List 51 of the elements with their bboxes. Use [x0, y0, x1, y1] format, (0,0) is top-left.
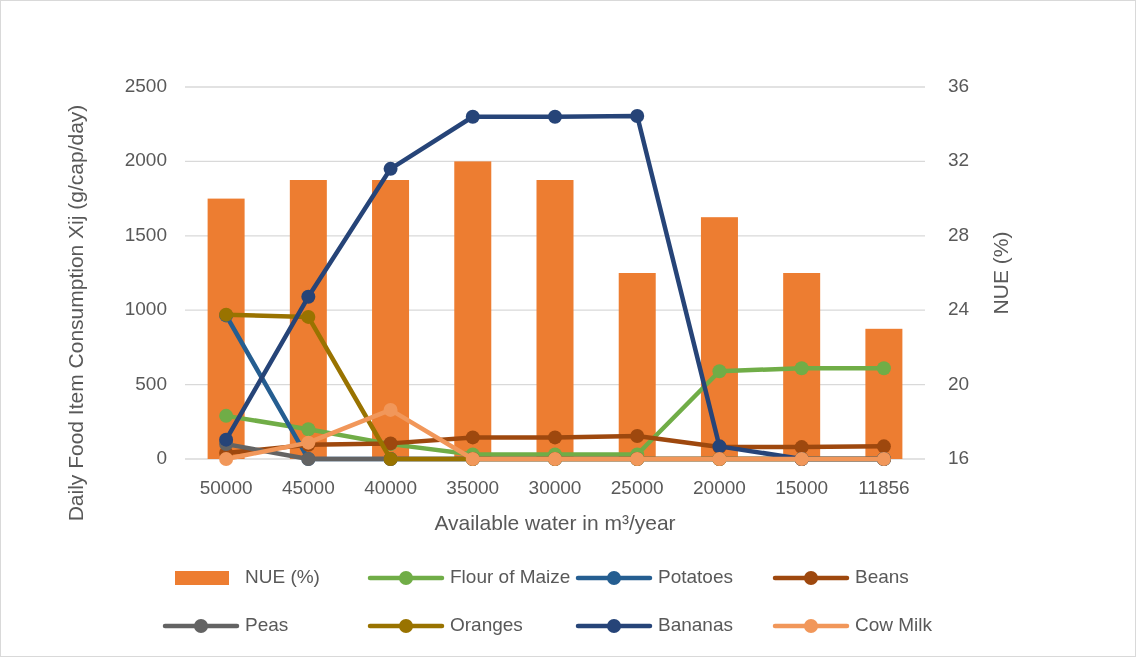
y2-tick-label: 24 [948, 298, 970, 320]
point [876, 439, 891, 454]
point [712, 364, 727, 379]
x-axis-title: Available water in m³/year [434, 511, 676, 534]
x-tick-label: 11856 [858, 477, 910, 499]
point [548, 430, 562, 445]
y-tick-label: 1000 [124, 298, 167, 320]
point [383, 161, 398, 176]
legend-label: Peas [245, 614, 289, 636]
y-tick-label: 2000 [124, 149, 167, 171]
y2-tick-label: 16 [948, 447, 970, 469]
point [465, 430, 480, 445]
point [301, 309, 316, 324]
point [465, 109, 480, 124]
legend-label: Potatoes [658, 566, 733, 588]
point [794, 361, 809, 376]
x-tick-label: 40000 [364, 477, 417, 499]
legend-label: Beans [855, 566, 909, 588]
x-tick-label: 20000 [693, 477, 746, 499]
point [383, 402, 398, 417]
point [548, 109, 562, 124]
y2-tick-label: 20 [948, 372, 970, 394]
y-tick-label: 500 [135, 372, 167, 394]
y-axis-title: Daily Food Item Consumption Xij (g/cap/day) [64, 104, 87, 522]
point [794, 440, 809, 455]
point [876, 361, 891, 376]
y2-tick-label: 28 [948, 223, 970, 245]
legend-label: Oranges [450, 614, 523, 636]
x-tick-label: 35000 [446, 477, 500, 499]
y2-tick-label: 36 [948, 75, 970, 97]
point [301, 422, 316, 437]
x-tick-label: 45000 [281, 477, 335, 499]
x-tick-label: 25000 [610, 477, 664, 499]
point [630, 428, 645, 443]
y-tick-label: 0 [156, 447, 167, 469]
legend-label: Flour of Maize [450, 566, 571, 588]
legend-label: Cow Milk [855, 614, 933, 636]
legend-label: Bananas [658, 614, 734, 636]
x-tick-label: 30000 [528, 477, 582, 499]
y-tick-label: 1500 [124, 223, 167, 245]
y-tick-label: 2500 [124, 75, 167, 97]
x-tick-label: 50000 [199, 477, 253, 499]
point [219, 432, 234, 447]
y2-tick-label: 32 [948, 149, 970, 171]
y2-axis-title: NUE (%) [989, 231, 1012, 315]
point [301, 289, 316, 304]
point [219, 408, 234, 423]
point [630, 109, 645, 124]
legend-label: NUE (%) [245, 566, 320, 588]
point [219, 452, 234, 466]
x-tick-label: 15000 [775, 477, 829, 499]
